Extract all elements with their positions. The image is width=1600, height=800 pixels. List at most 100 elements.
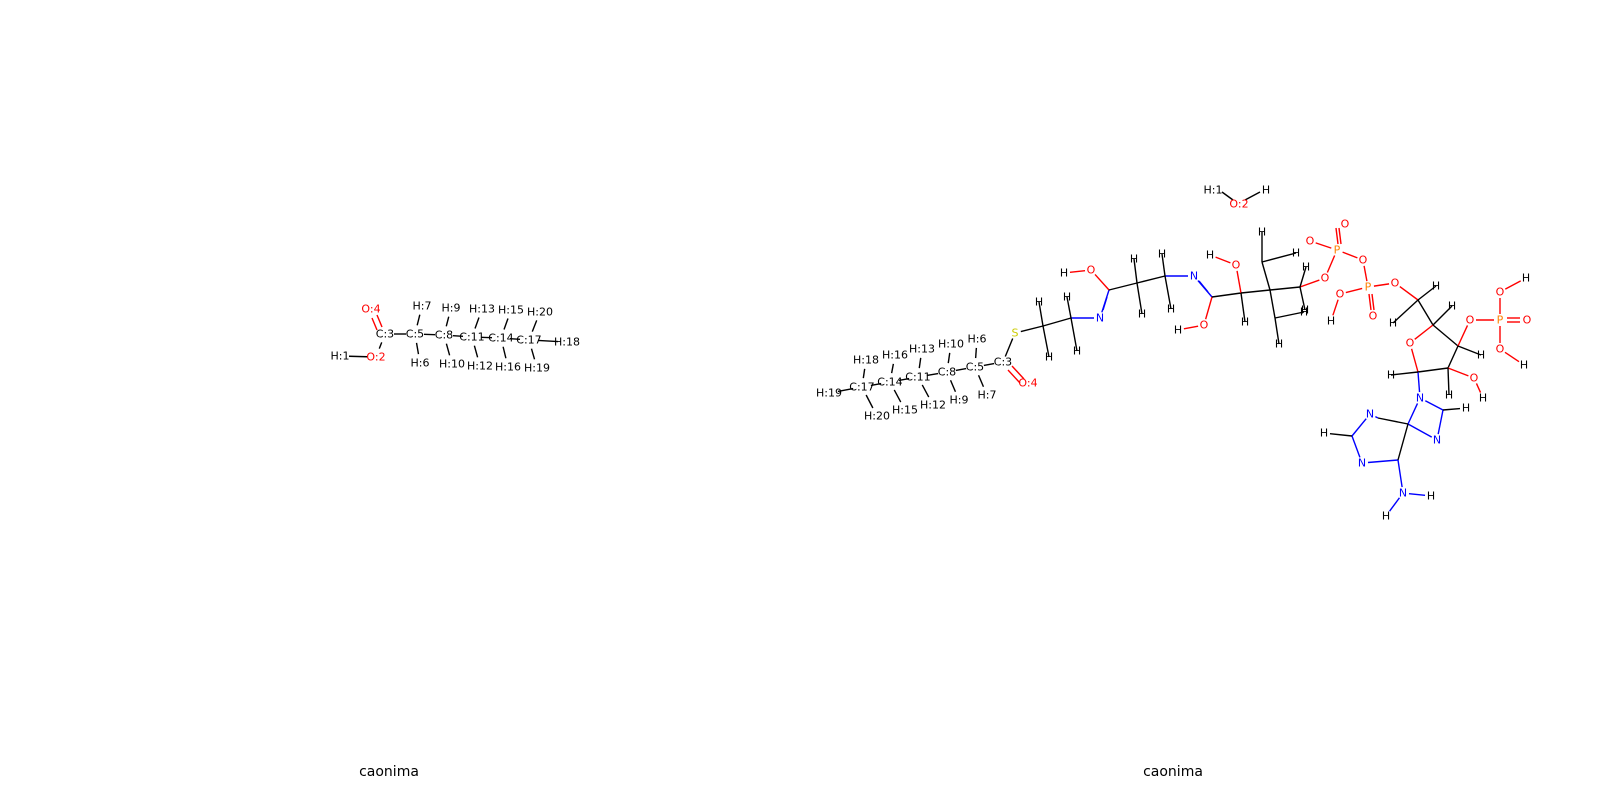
atom-label: O (1336, 288, 1345, 301)
atom-label: P (1334, 244, 1341, 257)
bond-line (1198, 280, 1209, 293)
bond-line (1397, 459, 1403, 488)
atom-label: H:16 (882, 349, 908, 362)
atom-label: H (1060, 267, 1068, 280)
bond-line (949, 379, 957, 393)
bond-line (1020, 325, 1044, 333)
atom-label: H (1389, 317, 1397, 330)
bond-line (1368, 293, 1372, 311)
atom-label: H:16 (495, 361, 521, 374)
atom-label: S (1012, 327, 1019, 340)
atom-label: C:5 (966, 361, 984, 374)
atom-label: N (1399, 487, 1407, 500)
atom-label: O (1321, 272, 1330, 285)
bond-line (1390, 371, 1419, 376)
bond-line (1504, 351, 1520, 363)
atom-label: O (1391, 277, 1400, 290)
atom-label: H:1 (1204, 184, 1223, 197)
bond-line (1136, 282, 1143, 315)
atom-label: H (1035, 296, 1043, 309)
atom-label: P (1365, 281, 1372, 294)
bond-line (452, 334, 464, 338)
atom-label: C:8 (435, 329, 453, 342)
bond-line (1335, 227, 1339, 245)
bond-line (1329, 432, 1353, 437)
bond-line (1377, 417, 1409, 425)
bond-line (1338, 227, 1342, 245)
bond-line (1315, 242, 1332, 249)
bond-line (862, 368, 866, 379)
atom-label: H (1382, 510, 1390, 523)
atom-label: H (1292, 247, 1300, 260)
bond-line (1274, 311, 1305, 319)
bond-line (1299, 286, 1306, 311)
bond-line (1299, 279, 1320, 288)
atom-label: O (1359, 254, 1368, 267)
bond-line (1069, 269, 1086, 274)
atom-label: O (1496, 343, 1505, 356)
atom-label: H (1258, 226, 1266, 239)
atom-label: C:17 (516, 334, 541, 347)
bond-line (1351, 418, 1367, 437)
atom-label: C:3 (376, 328, 394, 341)
atom-label: C:14 (488, 332, 513, 345)
bond-line (1417, 367, 1449, 373)
bond-line (983, 362, 995, 367)
bond-line (955, 367, 967, 372)
bond-line (1161, 253, 1166, 277)
atom-label: H (1130, 253, 1138, 266)
atom-label: H (1241, 316, 1249, 329)
bond-line (1375, 416, 1379, 419)
bond-line (371, 317, 378, 331)
atom-label: O (1087, 264, 1096, 277)
atom-label: O:4 (1018, 377, 1037, 390)
atom-label: N (1096, 312, 1104, 325)
atom-label: O (1466, 314, 1475, 327)
atom-label: H (1174, 324, 1182, 337)
atom-label: H (1432, 280, 1440, 293)
atom-label: N (1366, 408, 1374, 421)
bond-line (1042, 325, 1050, 358)
bond-line (415, 342, 420, 355)
atom-label: P (1497, 314, 1504, 327)
atom-label: O (1496, 286, 1505, 299)
bond-line (473, 345, 479, 358)
bond-line (1236, 270, 1242, 294)
atom-label: H:1 (331, 350, 350, 363)
atom-label: C:3 (994, 356, 1012, 369)
atom-label: H:10 (439, 358, 465, 371)
atom-label: H (1262, 184, 1270, 197)
bond-line (1447, 367, 1450, 396)
bond-line (1108, 282, 1138, 291)
atom-label: H (1520, 359, 1528, 372)
panel-caption-left: caonima (359, 764, 419, 780)
bond-line (1240, 292, 1246, 323)
atom-label: O (1523, 314, 1532, 327)
atom-label: H (1445, 389, 1453, 402)
atom-label: H:19 (524, 362, 550, 375)
atom-label: C:11 (905, 371, 930, 384)
bond-line (1094, 273, 1110, 291)
bond-line (531, 320, 538, 332)
bond-line (1164, 275, 1172, 310)
bond-line (1102, 296, 1108, 311)
bond-line (898, 377, 910, 382)
bond-line (1299, 266, 1307, 288)
bond-line (502, 346, 507, 359)
atom-label: H (1275, 338, 1283, 351)
atom-label: H (1158, 248, 1166, 261)
bond-line (1004, 338, 1014, 357)
bond-line (474, 317, 480, 329)
atom-label: H:20 (527, 306, 553, 319)
bond-line (1457, 345, 1482, 356)
bond-line (530, 348, 536, 360)
atom-label: H:7 (413, 300, 432, 313)
bond-line (1269, 286, 1301, 291)
bond-line (890, 363, 895, 374)
bond-line (974, 347, 978, 359)
bond-line (1136, 275, 1166, 284)
atom-label: N (1433, 434, 1441, 447)
atom-label: H:6 (411, 357, 430, 370)
bond-line (1011, 365, 1025, 380)
atom-label: H:18 (853, 354, 879, 367)
